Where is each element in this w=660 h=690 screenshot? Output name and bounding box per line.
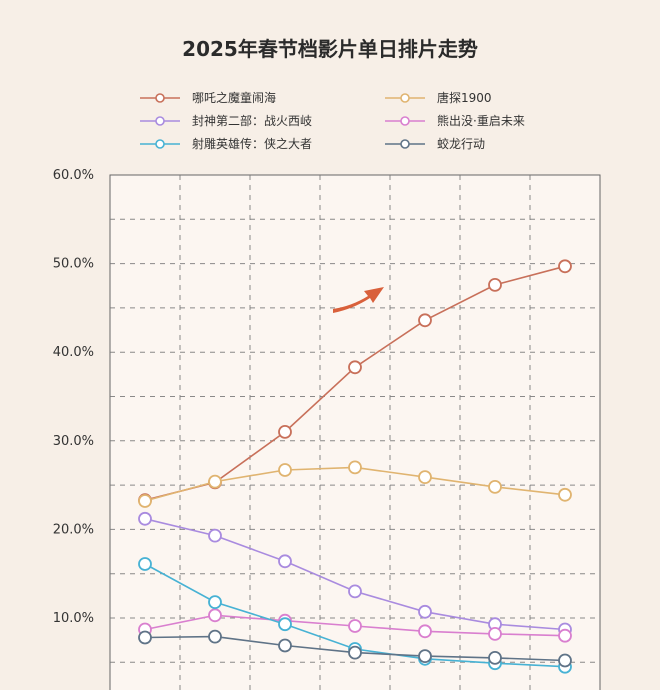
data-point — [208, 474, 222, 489]
data-point — [418, 604, 432, 619]
legend-label: 熊出没·重启未来 — [437, 113, 525, 128]
data-point — [208, 528, 222, 543]
data-point — [278, 554, 292, 569]
series — [138, 629, 572, 668]
legend-item: 唐探1900 — [385, 90, 492, 105]
legend-marker — [400, 139, 410, 149]
y-tick-label: 30.0% — [53, 434, 94, 449]
data-point — [558, 259, 572, 274]
legend-item: 封神第二部：战火西岐 — [140, 113, 312, 128]
chart-title: 2025年春节档影片单日排片走势 — [182, 37, 478, 61]
data-point — [138, 557, 152, 571]
data-point — [348, 584, 362, 599]
data-point — [208, 595, 222, 609]
data-point — [418, 313, 432, 328]
data-point — [488, 277, 502, 292]
data-point — [488, 627, 502, 641]
grid — [110, 175, 600, 690]
legend-marker — [155, 139, 165, 149]
legend: 哪吒之魔童闹海 唐探1900 封神第二部：战火西岐 熊出没·重启未来射雕英雄传：侠之大… — [140, 90, 525, 151]
series-group — [138, 259, 572, 674]
y-tick-label: 10.0% — [53, 611, 94, 626]
data-point — [418, 649, 432, 663]
plot-area — [109, 174, 601, 690]
legend-label: 射雕英雄传：侠之大者 — [192, 136, 312, 151]
legend-label: 哪吒之魔童闹海 — [192, 90, 276, 105]
legend-marker — [155, 116, 165, 126]
data-point — [558, 653, 572, 668]
series — [138, 460, 572, 508]
legend-label: 唐探1900 — [437, 90, 492, 105]
legend-item: 射雕英雄传：侠之大者 — [140, 136, 312, 151]
data-point — [418, 624, 432, 639]
annotation-group — [333, 287, 384, 313]
data-point — [558, 487, 572, 502]
legend-item: 熊出没·重启未来 — [385, 113, 525, 128]
legend-marker — [155, 93, 165, 103]
y-tick-label: 40.0% — [53, 345, 94, 360]
series — [138, 511, 572, 637]
data-point — [488, 479, 502, 494]
trend-arrow-icon — [333, 287, 384, 313]
y-axis: 10.0% 20.0% 30.0% 40.0% 50.0% 60.0% — [53, 168, 94, 626]
legend-item: 哪吒之魔童闹海 — [140, 90, 276, 105]
data-point — [348, 460, 362, 475]
data-point — [488, 651, 502, 665]
data-point — [558, 628, 572, 643]
data-point — [348, 360, 362, 375]
data-point — [348, 645, 362, 660]
legend-item: 蛟龙行动 — [385, 136, 485, 151]
y-tick-label: 60.0% — [53, 168, 94, 183]
data-point — [278, 617, 292, 632]
data-point — [418, 470, 432, 485]
data-point — [348, 619, 362, 633]
legend-marker — [400, 93, 410, 103]
y-tick-label: 20.0% — [53, 522, 94, 537]
data-point — [278, 638, 292, 653]
data-point — [278, 463, 292, 477]
y-tick-label: 50.0% — [53, 257, 94, 272]
data-point — [278, 424, 292, 439]
data-point — [138, 630, 152, 645]
data-point — [138, 494, 152, 508]
legend-label: 蛟龙行动 — [437, 136, 485, 151]
data-point — [138, 511, 152, 526]
data-point — [208, 629, 222, 644]
legend-label: 封神第二部：战火西岐 — [192, 113, 312, 128]
data-point — [208, 608, 222, 623]
legend-marker — [400, 116, 410, 126]
